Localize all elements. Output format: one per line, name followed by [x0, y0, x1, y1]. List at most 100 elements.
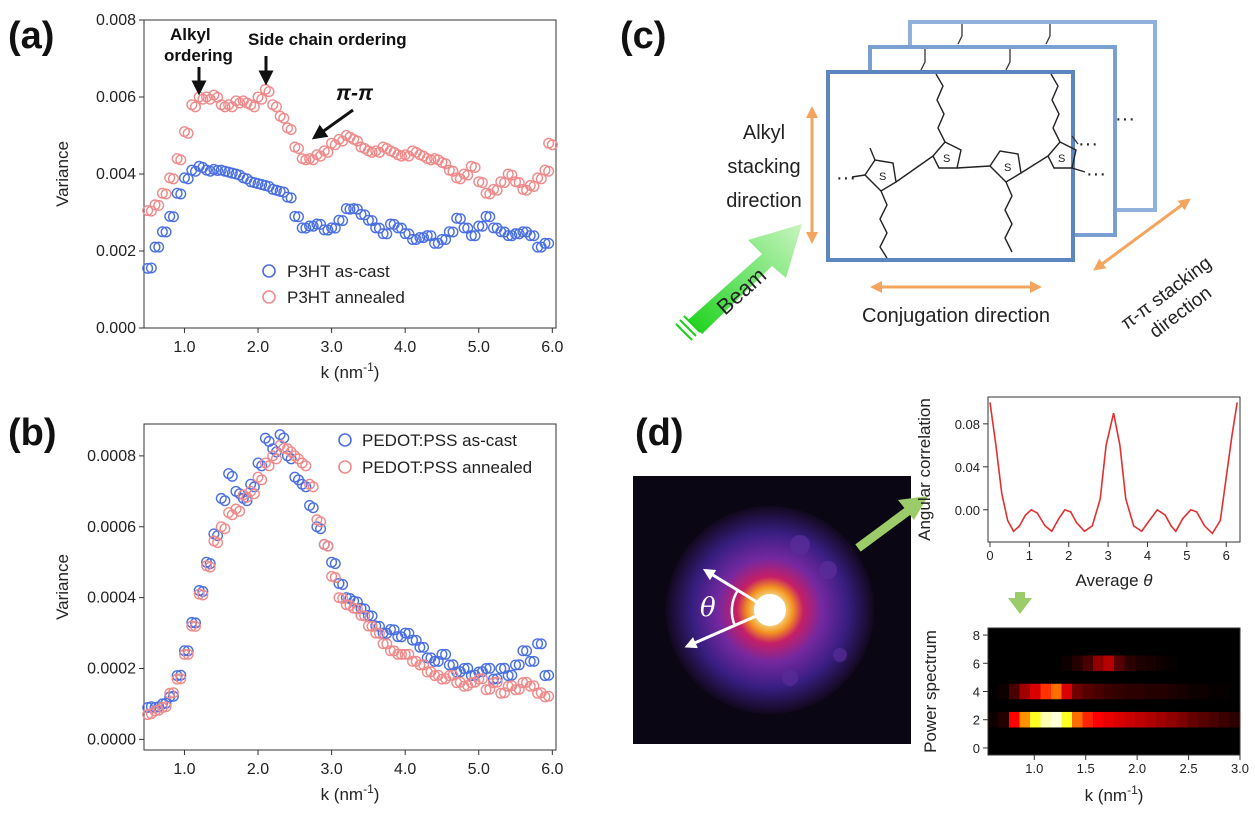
- data-point: [248, 101, 260, 113]
- theta-symbol: θ: [700, 593, 716, 623]
- heatmap-cell: [1009, 655, 1020, 672]
- data-point: [381, 228, 393, 240]
- data-point: [348, 203, 360, 215]
- data-point: [164, 687, 176, 699]
- heatmap-cell: [1040, 711, 1052, 728]
- data-point: [274, 429, 286, 441]
- heatmap-cell: [1019, 655, 1031, 672]
- x-axis-label: k (nm-1): [321, 782, 380, 804]
- data-point: [480, 684, 492, 696]
- data-point: [524, 655, 536, 667]
- x-tick-label: 1.0: [1025, 761, 1043, 776]
- panel-label-b: (b): [8, 412, 57, 454]
- data-point: [495, 663, 507, 675]
- heatmap-cell: [1114, 683, 1125, 700]
- data-point: [156, 226, 168, 238]
- data-point: [160, 701, 172, 713]
- data-point: [289, 450, 301, 462]
- thiophene-ring-2: [932, 141, 962, 169]
- data-point: [175, 188, 187, 200]
- data-point: [289, 210, 301, 222]
- data-point: [407, 634, 419, 646]
- data-point: [443, 659, 455, 671]
- data-point: [521, 645, 533, 657]
- heatmap-cell: [988, 711, 999, 728]
- data-point: [182, 127, 194, 139]
- y-tick-label: 2: [973, 713, 980, 728]
- data-point: [546, 139, 558, 151]
- x-tick-label: 5.0: [468, 339, 490, 356]
- data-point: [189, 101, 201, 113]
- data-point: [248, 488, 260, 500]
- data-point: [491, 676, 503, 688]
- data-point: [142, 205, 154, 217]
- data-point: [480, 663, 492, 675]
- heatmap-cell: [1187, 655, 1199, 672]
- data-point: [348, 602, 360, 614]
- x-tick-label: 3: [1104, 548, 1111, 563]
- data-point: [293, 143, 305, 155]
- y-tick-label: 0.008: [96, 12, 136, 29]
- thiophene-ring-4: [1047, 141, 1077, 169]
- data-point: [499, 687, 511, 699]
- heatmap-cell: [1198, 683, 1209, 700]
- data-point: [543, 165, 555, 177]
- data-point: [296, 457, 308, 469]
- plot-frame: [143, 423, 557, 751]
- heatmap-cell: [1051, 711, 1062, 728]
- x-tick-label: 0: [986, 548, 993, 563]
- data-point: [469, 161, 481, 173]
- data-point: [307, 502, 319, 514]
- correlation-line: [989, 402, 1238, 535]
- heatmap-cell: [1219, 711, 1230, 728]
- heatmap-cell: [1208, 655, 1220, 672]
- data-point: [436, 648, 448, 660]
- heatmap-cell: [1135, 711, 1146, 728]
- panel-label-a: (a): [8, 15, 54, 57]
- data-point: [281, 443, 293, 455]
- data-point: [403, 228, 415, 240]
- alkyl-label-1: Alkyl: [743, 122, 785, 144]
- data-point: [392, 648, 404, 660]
- chain-dots-right: ···: [1086, 163, 1106, 185]
- theta-arc: [730, 589, 740, 627]
- data-point: [443, 670, 455, 682]
- theta-vector-1: [702, 568, 771, 612]
- data-point: [322, 146, 334, 158]
- chart-b: 1.0 2.0 3.0 4.0 5.0 6.0 0.0000 0.0002 0.0004 0.00…: [53, 423, 564, 804]
- x-tick-label: 2: [1065, 548, 1072, 563]
- heatmap-cell: [1177, 683, 1188, 700]
- data-point: [278, 112, 290, 124]
- data-point: [377, 228, 389, 240]
- legend-label-annealed: P3HT annealed: [287, 288, 405, 307]
- data-point: [167, 173, 179, 185]
- alkyl-label-3: direction: [726, 190, 802, 212]
- data-point: [149, 199, 161, 211]
- heatmap-cell: [1177, 711, 1188, 728]
- heatmap-cell: [1135, 655, 1146, 672]
- x-tick-label: 6: [1223, 548, 1230, 563]
- data-point: [270, 101, 282, 113]
- heatmap-cell: [1156, 683, 1167, 700]
- heatmap-cell: [1208, 711, 1220, 728]
- heatmap-cell: [1135, 683, 1146, 700]
- heatmap-cell: [1030, 655, 1041, 672]
- data-point: [396, 222, 408, 234]
- x-axis-label: k (nm-1): [321, 360, 380, 382]
- data-point: [373, 620, 385, 632]
- heatmap-cell: [1114, 655, 1125, 672]
- data-point: [212, 537, 224, 549]
- data-point: [484, 211, 496, 223]
- y-tick-label: 0.00: [955, 503, 980, 518]
- heatmap-cell: [1072, 711, 1083, 728]
- data-point: [167, 687, 179, 699]
- data-point: [167, 690, 179, 702]
- data-point: [366, 610, 378, 622]
- data-point: [256, 474, 268, 486]
- annotation-pi-pi: π-π: [336, 82, 374, 105]
- data-point: [256, 460, 268, 472]
- data-point: [539, 670, 551, 682]
- heatmap-cell: [1166, 655, 1178, 672]
- data-point: [539, 691, 551, 703]
- data-point: [458, 222, 470, 234]
